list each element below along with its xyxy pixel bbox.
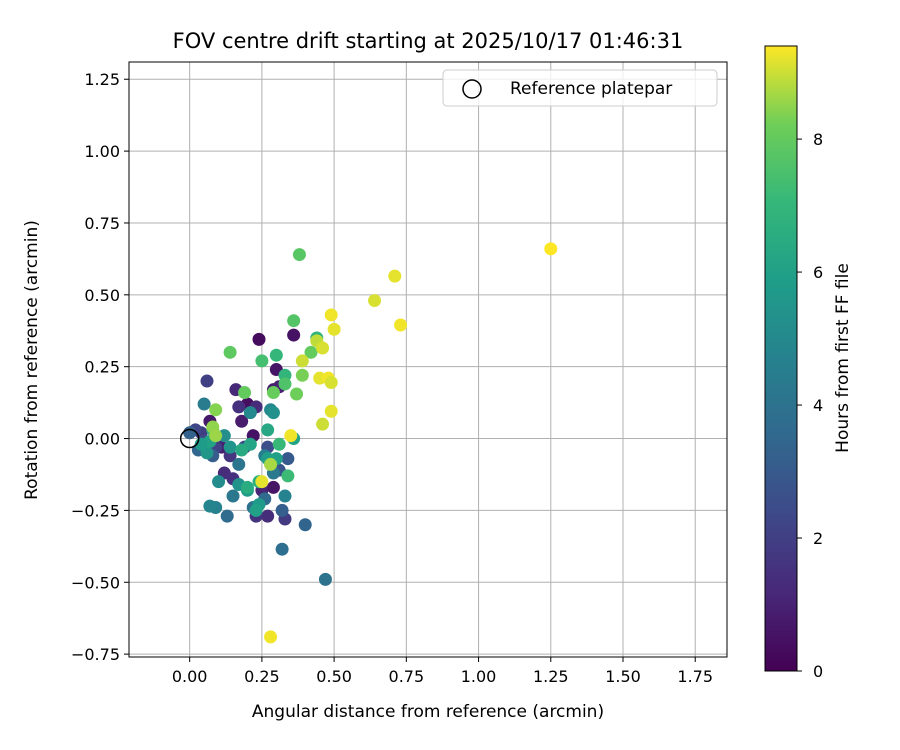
x-tick-label: 0.00: [172, 667, 208, 686]
data-point: [209, 429, 223, 443]
x-tick-label: 1.50: [605, 667, 641, 686]
data-point: [295, 368, 309, 382]
data-point: [232, 400, 246, 414]
data-point: [275, 542, 289, 556]
colorbar-tick-label: 8: [813, 130, 823, 149]
colorbar-tick-label: 0: [813, 662, 823, 681]
chart-title: FOV centre drift starting at 2025/10/17 …: [173, 29, 684, 53]
data-point: [278, 489, 292, 503]
data-point: [226, 489, 240, 503]
x-tick-label: 0.75: [389, 667, 425, 686]
colorbar-tick-label: 4: [813, 396, 823, 415]
legend-box: [442, 69, 718, 107]
data-point: [197, 397, 211, 411]
colorbar-ticks: 0 2 4 6 8: [797, 130, 823, 681]
data-point: [316, 341, 330, 355]
data-point: [249, 503, 263, 517]
y-tick-label: 1.25: [84, 70, 120, 89]
data-point: [252, 332, 266, 346]
legend: Reference platepar: [442, 69, 718, 107]
y-axis-label: Rotation from reference (arcmin): [22, 220, 42, 500]
data-point: [324, 308, 338, 322]
colorbar: [764, 45, 798, 672]
y-tick-label: 1.00: [84, 142, 120, 161]
data-point: [324, 375, 338, 389]
data-point: [220, 509, 234, 523]
data-point: [394, 318, 408, 332]
data-point: [203, 499, 217, 513]
y-tick-label: 0.50: [84, 286, 120, 305]
data-point: [266, 406, 280, 420]
y-tick-label: −0.25: [71, 501, 120, 520]
data-point: [287, 328, 301, 342]
y-tick-label: 0.75: [84, 214, 120, 233]
x-axis-label: Angular distance from reference (arcmin): [252, 702, 604, 722]
data-point: [290, 387, 304, 401]
legend-reference-marker: [462, 79, 482, 99]
data-point: [212, 475, 226, 489]
data-point: [275, 503, 289, 517]
data-point: [261, 509, 275, 523]
data-point: [269, 348, 283, 362]
data-point: [200, 374, 214, 388]
data-point: [235, 414, 249, 428]
data-point: [292, 248, 306, 262]
x-tick-label: 1.75: [677, 667, 713, 686]
data-point: [544, 242, 558, 256]
y-axis-ticks: −0.75 −0.50 −0.25 0.00 0.25 0.50 0.75 1.00 1.25: [71, 70, 129, 664]
data-point: [318, 572, 332, 586]
data-point: [281, 469, 295, 483]
data-point: [223, 345, 237, 359]
colorbar-tick-label: 6: [813, 263, 823, 282]
data-point: [238, 386, 252, 400]
y-tick-label: 0.00: [84, 430, 120, 449]
data-point: [272, 437, 286, 451]
plot-frame: [128, 61, 728, 658]
data-point: [298, 518, 312, 532]
data-point: [264, 457, 278, 471]
data-point: [324, 404, 338, 418]
data-point: [287, 314, 301, 328]
x-tick-label: 1.25: [533, 667, 569, 686]
data-point: [284, 429, 298, 443]
data-point: [266, 386, 280, 400]
data-point: [316, 417, 330, 431]
y-tick-label: −0.75: [71, 645, 120, 664]
colorbar-tick-label: 2: [813, 529, 823, 548]
data-point: [223, 440, 237, 454]
data-point: [278, 377, 292, 391]
grid: [129, 62, 727, 657]
data-points: [183, 242, 558, 644]
data-point: [255, 354, 269, 368]
x-axis-ticks: 0.00 0.25 0.50 0.75 1.00 1.25 1.50 1.75: [172, 657, 713, 686]
x-tick-label: 1.00: [461, 667, 497, 686]
data-point: [368, 294, 382, 308]
data-point: [327, 322, 341, 336]
data-point: [281, 452, 295, 466]
data-point: [304, 345, 318, 359]
data-point: [240, 480, 254, 494]
data-point: [261, 423, 275, 437]
colorbar-label: Hours from first FF file: [833, 263, 853, 453]
y-tick-label: −0.50: [71, 573, 120, 592]
data-point: [183, 426, 197, 440]
y-tick-label: 0.25: [84, 358, 120, 377]
data-point: [388, 269, 402, 283]
data-point: [255, 475, 269, 489]
data-point: [266, 480, 280, 494]
data-point: [209, 403, 223, 417]
x-tick-label: 0.25: [244, 667, 280, 686]
data-point: [264, 630, 278, 644]
data-point: [235, 443, 249, 457]
x-tick-label: 0.50: [316, 667, 352, 686]
data-point: [232, 457, 246, 471]
data-point: [295, 354, 309, 368]
reference-platepar-marker: [179, 428, 200, 449]
data-point: [243, 406, 257, 420]
legend-label: Reference platepar: [510, 79, 672, 99]
